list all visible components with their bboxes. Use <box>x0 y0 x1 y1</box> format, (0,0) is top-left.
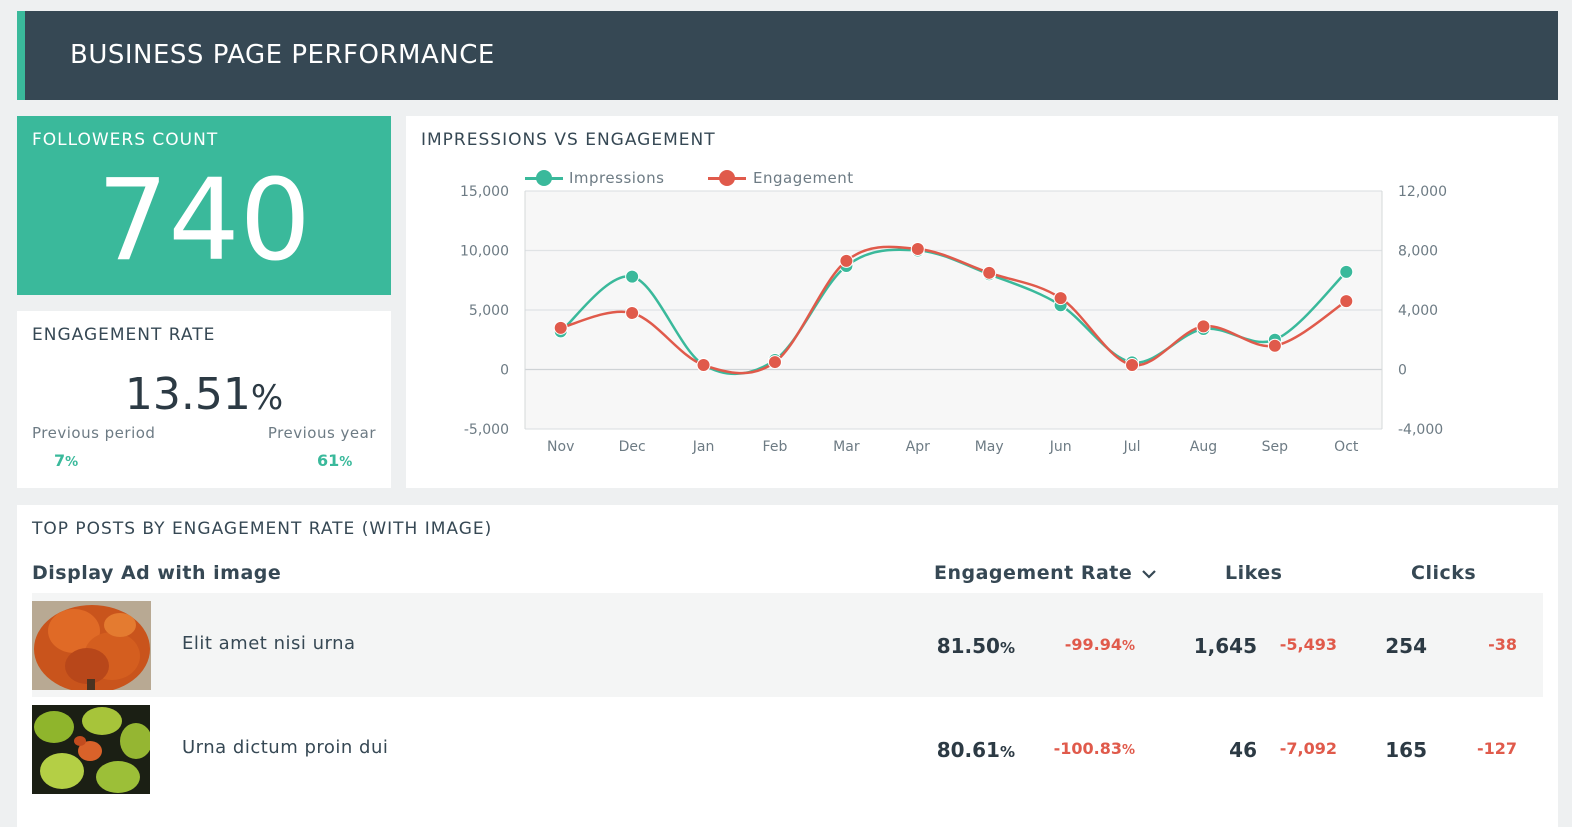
engagement-data-point <box>696 358 711 373</box>
engagement-rate-delta-unit: % <box>1121 743 1135 758</box>
engagement-rate-cell-unit: % <box>999 639 1015 657</box>
table-row[interactable]: Urna dictum proin dui 80.61% -100.83% 46… <box>32 697 1543 801</box>
x-tick-label: Aug <box>1190 439 1217 455</box>
engagement-rate-delta: -100.83% <box>1032 739 1135 758</box>
impressions-data-point <box>625 269 640 284</box>
likes-cell: 1,645 <box>1193 634 1257 658</box>
engagement-data-point <box>767 355 782 370</box>
column-header-post: Display Ad with image <box>32 562 282 584</box>
previous-year-value: 61% <box>317 451 352 470</box>
impressions-engagement-chart-tile: IMPRESSIONS VS ENGAGEMENT Impressions En… <box>406 116 1558 488</box>
previous-year-label: Previous year <box>267 424 376 442</box>
impressions-legend-marker <box>536 170 552 186</box>
impressions-legend-label[interactable]: Impressions <box>569 169 665 187</box>
engagement-data-point <box>553 320 568 335</box>
engagement-rate-unit: % <box>250 378 284 418</box>
top-posts-tile: TOP POSTS BY ENGAGEMENT RATE (WITH IMAGE… <box>17 505 1558 827</box>
engagement-legend-label[interactable]: Engagement <box>753 169 854 187</box>
column-header-clicks[interactable]: Clicks <box>1411 562 1477 584</box>
engagement-rate-delta: -99.94% <box>1032 635 1135 654</box>
engagement-rate-cell-number: 81.50 <box>936 634 1000 658</box>
top-posts-title: TOP POSTS BY ENGAGEMENT RATE (WITH IMAGE… <box>32 519 493 539</box>
y-left-tick-label: 0 <box>500 363 509 379</box>
clicks-cell: 254 <box>1385 634 1427 658</box>
post-thumbnail-image <box>32 705 150 794</box>
chevron-down-icon[interactable] <box>1142 569 1157 579</box>
column-header-engagement-rate[interactable]: Engagement Rate <box>934 562 1157 584</box>
engagement-rate-value: 13.51% <box>17 369 391 420</box>
engagement-data-point <box>1196 319 1211 334</box>
engagement-data-point <box>910 242 925 257</box>
engagement-legend-marker <box>719 170 735 186</box>
engagement-data-point <box>1125 358 1140 373</box>
column-header-engagement-rate-label: Engagement Rate <box>934 562 1133 584</box>
x-tick-label: Jul <box>1123 439 1141 455</box>
y-left-tick-label: 10,000 <box>460 244 509 260</box>
dashboard-header: BUSINESS PAGE PERFORMANCE <box>17 11 1558 100</box>
post-name[interactable]: Elit amet nisi urna <box>182 633 356 654</box>
engagement-rate-cell-number: 80.61 <box>936 738 1000 762</box>
x-tick-label: Dec <box>619 439 646 455</box>
likes-cell: 46 <box>1229 738 1257 762</box>
x-tick-label: Nov <box>547 439 574 455</box>
x-tick-label: Oct <box>1334 439 1359 455</box>
engagement-rate-label: ENGAGEMENT RATE <box>32 325 216 345</box>
clicks-delta: -127 <box>1476 739 1517 758</box>
y-left-tick-label: -5,000 <box>464 422 509 438</box>
engagement-rate-tile: ENGAGEMENT RATE 13.51% Previous period P… <box>17 311 391 488</box>
impressions-data-point <box>1339 264 1354 279</box>
clicks-delta: -38 <box>1488 635 1517 654</box>
table-row[interactable]: Elit amet nisi urna 81.50% -99.94% 1,645… <box>32 593 1543 697</box>
likes-delta: -7,092 <box>1279 739 1337 758</box>
y-right-tick-label: -4,000 <box>1398 422 1443 438</box>
x-tick-label: Sep <box>1262 439 1289 455</box>
post-name[interactable]: Urna dictum proin dui <box>182 737 389 758</box>
previous-year-number: 61 <box>317 451 340 470</box>
engagement-rate-cell: 81.50% <box>912 634 1015 658</box>
likes-delta: -5,493 <box>1279 635 1337 654</box>
post-thumbnail-image <box>32 601 151 690</box>
engagement-rate-delta-number: -100.83 <box>1053 739 1122 758</box>
engagement-data-point <box>1339 294 1354 309</box>
engagement-data-point <box>982 265 997 280</box>
engagement-data-point <box>839 253 854 268</box>
chart-title: IMPRESSIONS VS ENGAGEMENT <box>421 130 716 150</box>
engagement-data-point <box>1267 338 1282 353</box>
y-right-tick-label: 12,000 <box>1398 184 1447 200</box>
y-left-tick-label: 15,000 <box>460 184 509 200</box>
y-right-tick-label: 8,000 <box>1398 244 1438 260</box>
engagement-rate-delta-number: -99.94 <box>1064 635 1122 654</box>
followers-label: FOLLOWERS COUNT <box>32 130 219 150</box>
previous-period-value: 7% <box>54 451 78 470</box>
engagement-rate-delta-unit: % <box>1121 639 1135 654</box>
y-left-tick-label: 5,000 <box>469 303 509 319</box>
column-header-likes[interactable]: Likes <box>1225 562 1283 584</box>
followers-tile: FOLLOWERS COUNT 740 <box>17 116 391 295</box>
x-tick-label: May <box>975 439 1004 455</box>
y-right-tick-label: 0 <box>1398 363 1407 379</box>
post-thumbnail <box>32 601 151 690</box>
post-thumbnail <box>32 705 150 794</box>
previous-period-number: 7 <box>54 451 66 470</box>
previous-period-label: Previous period <box>32 424 156 442</box>
dashboard-title: BUSINESS PAGE PERFORMANCE <box>70 40 495 70</box>
followers-value: 740 <box>97 156 311 286</box>
x-tick-label: Jan <box>692 439 715 455</box>
previous-year-unit: % <box>339 455 353 470</box>
engagement-rate-cell-unit: % <box>999 743 1015 761</box>
line-chart: 15,000 12,000 10,000 8,000 5,000 4,000 0 0 -5,00… <box>460 184 1447 455</box>
y-right-tick-label: 4,000 <box>1398 303 1438 319</box>
x-tick-label: Apr <box>906 439 930 455</box>
x-tick-label: Jun <box>1049 439 1072 455</box>
engagement-data-point <box>1053 291 1068 306</box>
x-tick-label: Mar <box>833 439 860 455</box>
clicks-cell: 165 <box>1385 738 1427 762</box>
previous-period-unit: % <box>65 455 79 470</box>
engagement-rate-cell: 80.61% <box>912 738 1015 762</box>
engagement-rate-number: 13.51 <box>124 369 251 420</box>
engagement-data-point <box>625 305 640 320</box>
x-tick-label: Feb <box>763 439 788 455</box>
